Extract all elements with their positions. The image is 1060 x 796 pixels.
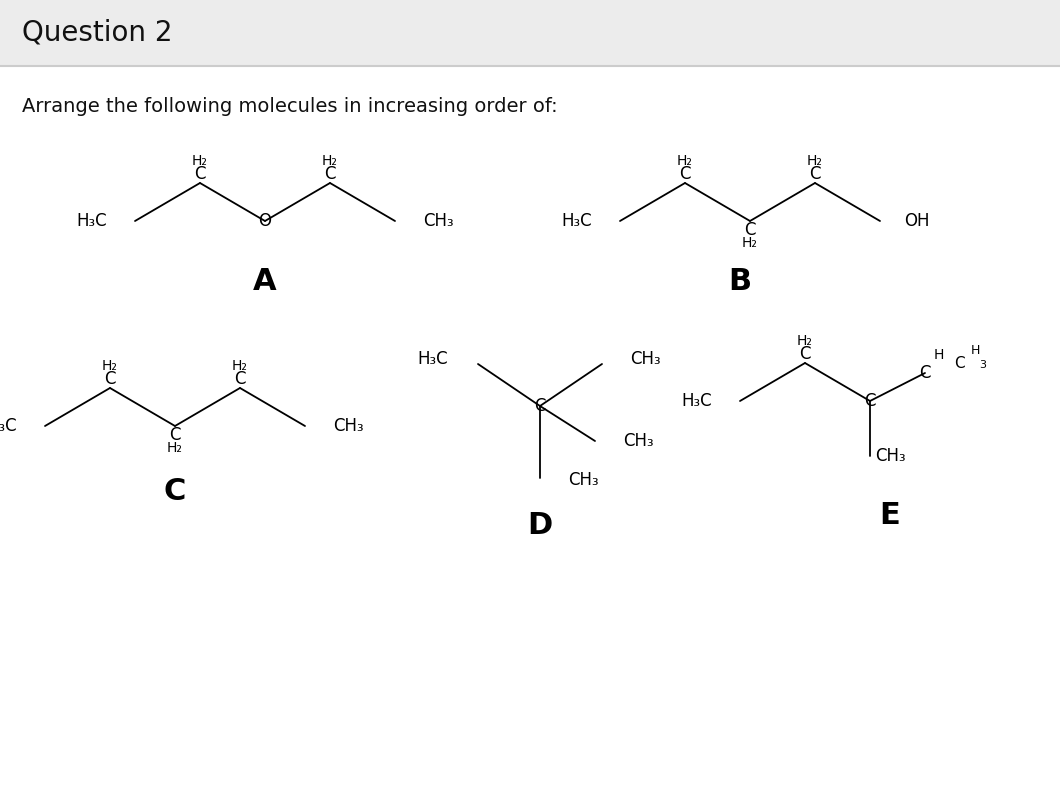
Text: C: C bbox=[954, 356, 965, 370]
Text: OH: OH bbox=[904, 212, 930, 230]
Text: C: C bbox=[809, 165, 820, 183]
Text: CH₃: CH₃ bbox=[423, 212, 454, 230]
Text: 3: 3 bbox=[979, 360, 987, 370]
Text: H₂: H₂ bbox=[192, 154, 208, 168]
Bar bbox=[0, 0, 1060, 66]
Text: C: C bbox=[164, 477, 187, 505]
Text: H₂: H₂ bbox=[677, 154, 693, 168]
Text: CH₃: CH₃ bbox=[333, 417, 364, 435]
Text: H₂: H₂ bbox=[167, 441, 183, 455]
Text: C: C bbox=[194, 165, 206, 183]
Text: H: H bbox=[970, 345, 979, 357]
Text: CH₃: CH₃ bbox=[568, 471, 599, 489]
Text: CH₃: CH₃ bbox=[630, 350, 660, 368]
Text: C: C bbox=[864, 392, 876, 410]
Text: C: C bbox=[234, 370, 246, 388]
Text: H₂: H₂ bbox=[322, 154, 338, 168]
Text: C: C bbox=[744, 221, 756, 239]
Text: B: B bbox=[728, 267, 752, 295]
Text: H₂: H₂ bbox=[797, 334, 813, 348]
Text: H: H bbox=[934, 348, 944, 362]
Text: H₃C: H₃C bbox=[682, 392, 712, 410]
Text: C: C bbox=[324, 165, 336, 183]
Text: CH₃: CH₃ bbox=[623, 432, 654, 450]
Text: A: A bbox=[253, 267, 277, 295]
Text: D: D bbox=[528, 512, 552, 540]
Text: H₃C: H₃C bbox=[418, 350, 448, 368]
Text: H₂: H₂ bbox=[807, 154, 823, 168]
Text: C: C bbox=[170, 426, 181, 444]
Text: C: C bbox=[919, 364, 931, 382]
Text: E: E bbox=[880, 501, 900, 530]
Text: H₂: H₂ bbox=[742, 236, 758, 250]
Text: Arrange the following molecules in increasing order of:: Arrange the following molecules in incre… bbox=[22, 96, 558, 115]
Text: C: C bbox=[534, 397, 546, 415]
Text: H₃C: H₃C bbox=[76, 212, 107, 230]
Text: C: C bbox=[679, 165, 691, 183]
Text: H₂: H₂ bbox=[232, 359, 248, 373]
Text: C: C bbox=[799, 345, 811, 363]
Text: CH₃: CH₃ bbox=[874, 447, 905, 465]
Text: H₃C: H₃C bbox=[562, 212, 591, 230]
Text: Question 2: Question 2 bbox=[22, 19, 173, 47]
Text: H₃C: H₃C bbox=[0, 417, 17, 435]
Text: C: C bbox=[104, 370, 116, 388]
Text: H₂: H₂ bbox=[102, 359, 118, 373]
Text: O: O bbox=[259, 212, 271, 230]
